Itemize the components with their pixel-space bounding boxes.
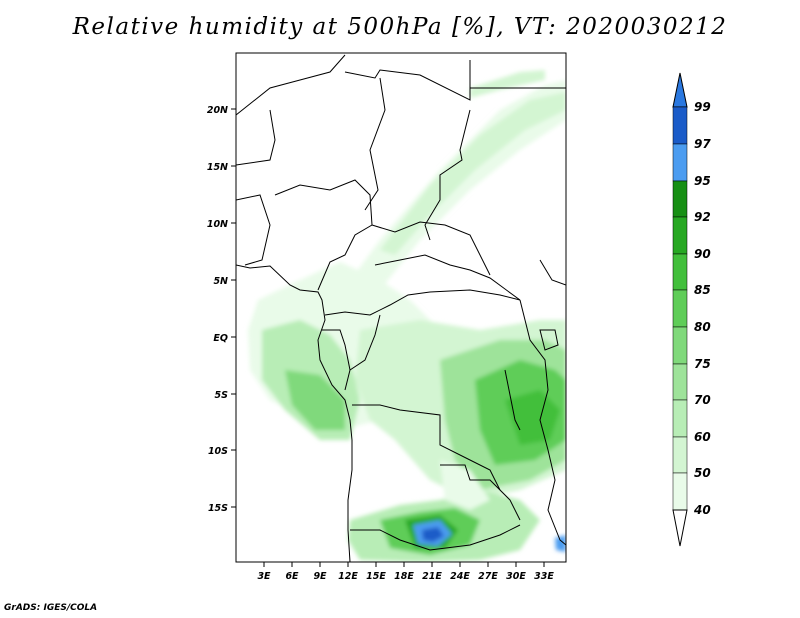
- colorbar-seg-90-92: [672, 216, 688, 255]
- colorbar-label-70: 70: [694, 393, 711, 407]
- lon-label-27e: 27E: [478, 571, 498, 582]
- lat-label-15s: 15S: [208, 503, 228, 514]
- colorbar-label-95: 95: [694, 174, 711, 188]
- latitude-axis: 20N 15N 10N 5N EQ 5S 10S 15S: [207, 105, 236, 514]
- colorbar: 99 97 95 92 90 85 80 75 70 60 50 40: [672, 72, 711, 547]
- lake-victoria: [539, 329, 559, 351]
- border-car: [374, 254, 521, 301]
- humidity-blob-southeast: [555, 535, 566, 552]
- humidity-field: [248, 70, 566, 562]
- lake-tanganyika: [504, 369, 521, 431]
- colorbar-label-60: 60: [694, 430, 711, 444]
- border-west-2: [236, 194, 271, 266]
- humidity-region-west-core: [285, 370, 345, 430]
- colorbar-seg-70-75: [672, 363, 688, 401]
- country-borders: [236, 54, 566, 562]
- border-north-2: [344, 60, 471, 101]
- border-east-2: [539, 259, 566, 286]
- colorbar-seg-80-85: [672, 289, 688, 328]
- colorbar-label-90: 90: [694, 247, 711, 261]
- lat-label-10s: 10S: [208, 446, 228, 457]
- lon-label-21e: 21E: [422, 571, 442, 582]
- border-east-lakes: [519, 299, 566, 546]
- colorbar-label-50: 50: [694, 466, 711, 480]
- colorbar-label-85: 85: [694, 283, 711, 297]
- colorbar-seg-85-90: [672, 253, 688, 291]
- border-nigeria: [274, 179, 373, 291]
- colorbar-bottom-arrow: [672, 509, 688, 547]
- colorbar-label-75: 75: [694, 357, 711, 371]
- coastline: [236, 264, 353, 562]
- border-angola: [350, 524, 521, 551]
- colorbar-label-97: 97: [694, 137, 711, 151]
- lat-label-10n: 10N: [207, 219, 228, 230]
- lon-label-9e: 9E: [313, 571, 327, 582]
- lon-label-3e: 3E: [257, 571, 271, 582]
- border-drc-south: [352, 404, 501, 491]
- humidity-plume-south: [440, 460, 490, 510]
- border-gabon: [322, 329, 351, 391]
- lon-label-15e: 15E: [366, 571, 386, 582]
- border-east-sudan: [424, 109, 471, 241]
- humidity-region-south-max: [422, 527, 444, 542]
- colorbar-seg-60-70: [672, 399, 688, 438]
- humidity-region-east-peak: [505, 390, 560, 445]
- longitude-axis: 3E 6E 9E 12E 15E 18E 21E 24E 27E 30E 33E: [257, 562, 554, 582]
- map-title: Relative humidity at 500hPa [%], VT: 202…: [72, 14, 728, 40]
- humidity-band-northeast-inner: [380, 92, 566, 255]
- border-north-1: [236, 54, 346, 116]
- grads-credit: GrADS: IGES/COLA: [4, 603, 98, 613]
- colorbar-seg-50-60: [672, 436, 688, 474]
- lon-label-24e: 24E: [450, 571, 470, 582]
- lon-label-30e: 30E: [506, 571, 526, 582]
- colorbar-seg-97-99: [672, 106, 688, 145]
- colorbar-label-40: 40: [693, 503, 711, 517]
- colorbar-top-arrow: [672, 72, 688, 108]
- border-zambia: [440, 464, 521, 521]
- colorbar-seg-40-50: [672, 472, 688, 511]
- border-west-1: [236, 109, 276, 166]
- lat-label-eq: EQ: [213, 333, 228, 344]
- border-north-4: [364, 77, 386, 211]
- map-frame: [235, 52, 567, 563]
- border-drc-west: [349, 314, 381, 371]
- colorbar-seg-92-95: [672, 180, 688, 218]
- colorbar-seg-95-97: [672, 143, 688, 182]
- colorbar-label-80: 80: [694, 320, 711, 334]
- lon-label-18e: 18E: [394, 571, 414, 582]
- lon-label-33e: 33E: [534, 571, 554, 582]
- lat-label-5n: 5N: [213, 276, 228, 287]
- colorbar-label-99: 99: [694, 100, 711, 114]
- humidity-strip-north: [470, 70, 545, 98]
- lat-label-15n: 15N: [207, 162, 228, 173]
- border-chad: [371, 221, 491, 276]
- lon-label-12e: 12E: [338, 571, 358, 582]
- colorbar-label-92: 92: [694, 210, 711, 224]
- border-congo: [324, 289, 521, 316]
- lon-label-6e: 6E: [285, 571, 299, 582]
- lat-label-20n: 20N: [207, 105, 228, 116]
- colorbar-seg-75-80: [672, 326, 688, 365]
- lat-label-5s: 5S: [215, 390, 229, 401]
